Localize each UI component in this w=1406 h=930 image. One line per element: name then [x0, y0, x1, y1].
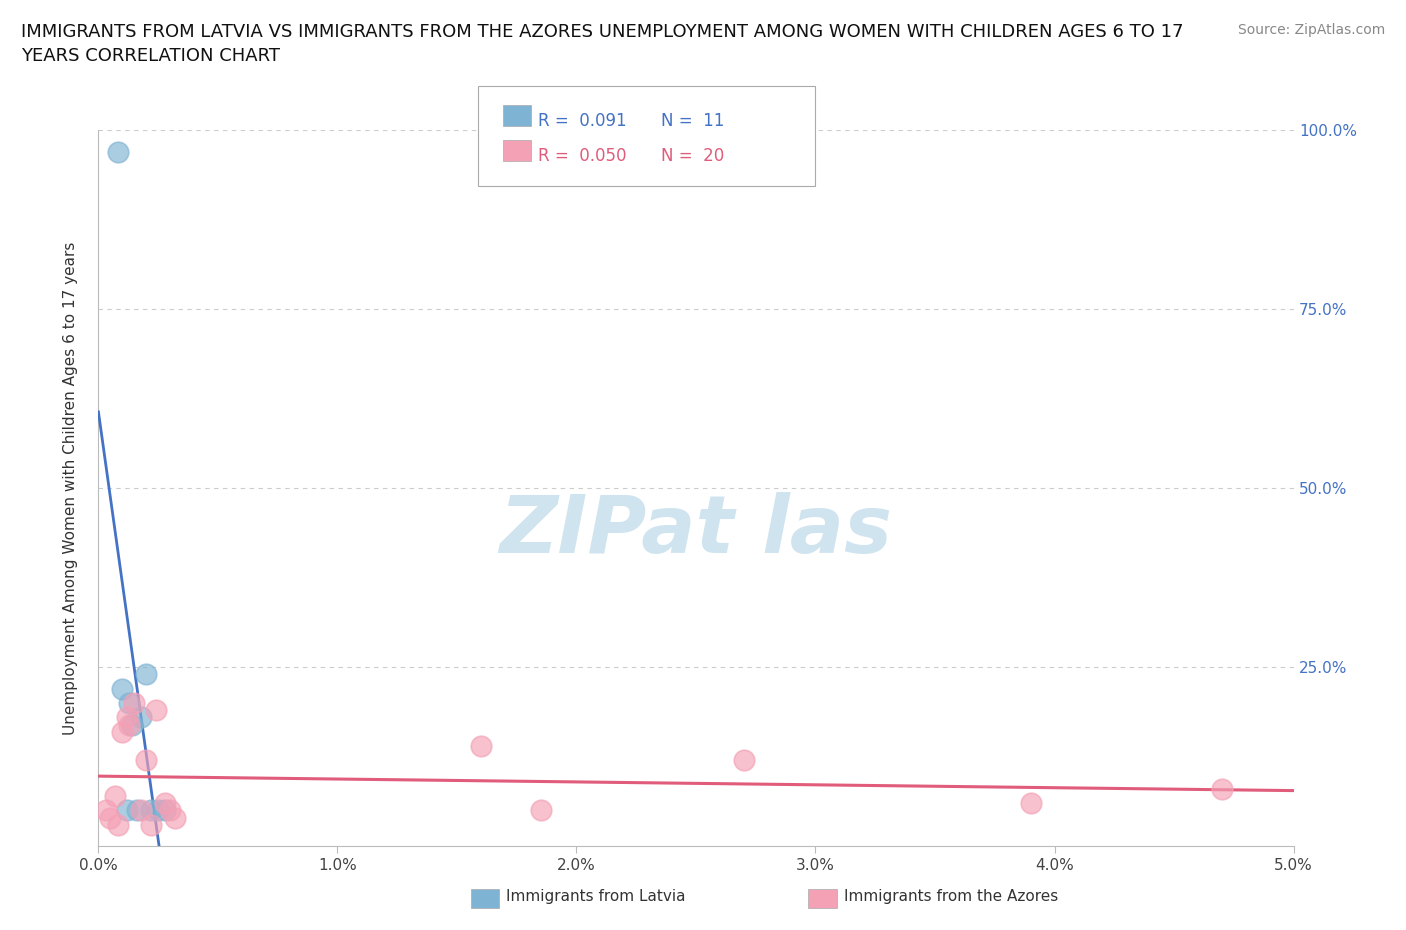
Point — [159, 804, 181, 818]
Point — [111, 724, 134, 739]
Point — [1019, 796, 1042, 811]
Text: N =  11: N = 11 — [661, 112, 724, 129]
Point — [107, 817, 129, 832]
Point — [135, 667, 157, 682]
Point — [111, 682, 134, 697]
Point — [139, 817, 162, 832]
Point — [139, 804, 162, 818]
Point — [104, 789, 127, 804]
Text: N =  20: N = 20 — [661, 147, 724, 165]
Point — [131, 804, 153, 818]
Point — [98, 810, 122, 825]
Y-axis label: Unemployment Among Women with Children Ages 6 to 17 years: Unemployment Among Women with Children A… — [63, 242, 77, 735]
Point — [155, 804, 177, 818]
Text: ZIPat las: ZIPat las — [499, 492, 893, 570]
Point — [107, 144, 129, 159]
Point — [733, 753, 755, 768]
Text: IMMIGRANTS FROM LATVIA VS IMMIGRANTS FROM THE AZORES UNEMPLOYMENT AMONG WOMEN WI: IMMIGRANTS FROM LATVIA VS IMMIGRANTS FRO… — [21, 23, 1184, 65]
Point — [94, 804, 117, 818]
Point — [131, 710, 153, 724]
Point — [124, 696, 146, 711]
Point — [135, 753, 157, 768]
Point — [1211, 781, 1233, 796]
Text: Source: ZipAtlas.com: Source: ZipAtlas.com — [1237, 23, 1385, 37]
Point — [115, 804, 138, 818]
Point — [118, 717, 141, 732]
Point — [163, 810, 186, 825]
Text: Immigrants from the Azores: Immigrants from the Azores — [844, 889, 1057, 904]
Text: Immigrants from Latvia: Immigrants from Latvia — [506, 889, 686, 904]
Point — [118, 696, 141, 711]
Text: R =  0.091: R = 0.091 — [538, 112, 627, 129]
Text: R =  0.050: R = 0.050 — [538, 147, 627, 165]
Point — [470, 738, 492, 753]
Point — [530, 804, 553, 818]
Point — [145, 703, 167, 718]
Point — [115, 710, 138, 724]
Point — [148, 804, 170, 818]
Point — [155, 796, 177, 811]
Point — [121, 717, 143, 732]
Point — [125, 804, 148, 818]
